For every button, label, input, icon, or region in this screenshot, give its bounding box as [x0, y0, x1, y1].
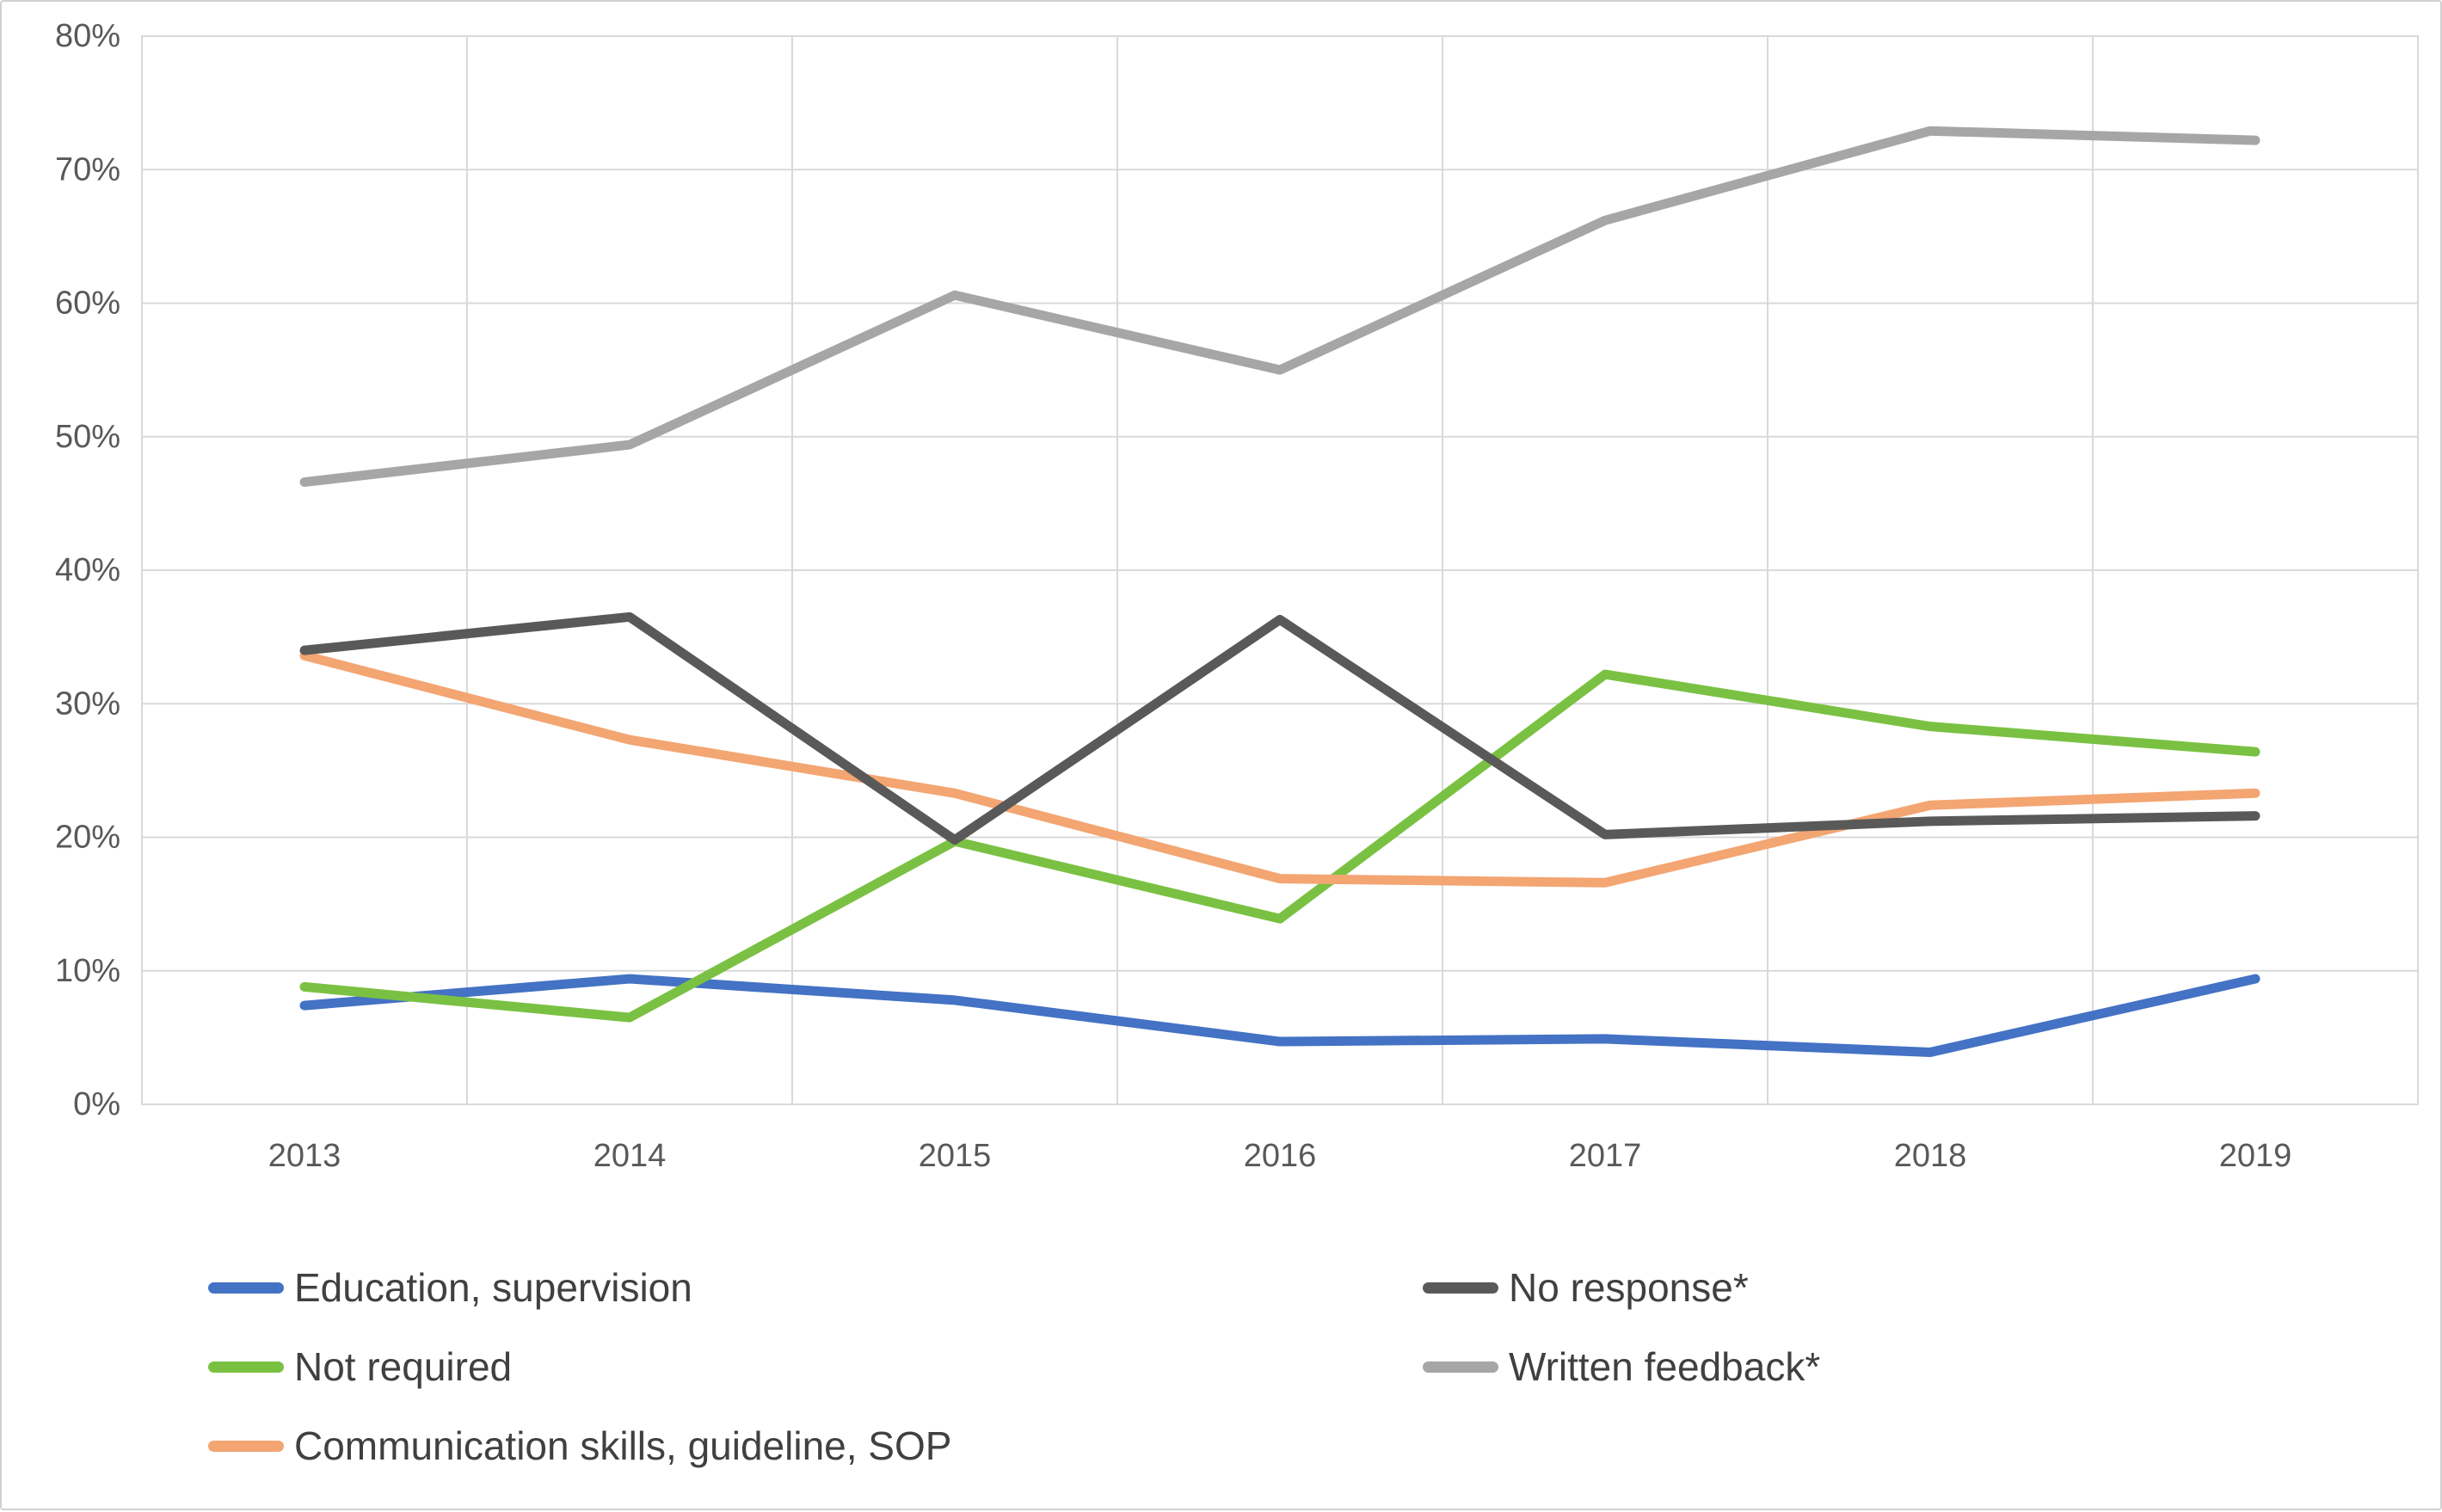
- legend-label: Not required: [294, 1344, 513, 1389]
- y-axis-tick-label: 70%: [55, 151, 120, 187]
- legend-item-communication-skills: Communication skills, guideline, SOP: [208, 1406, 951, 1485]
- y-axis-tick-label: 60%: [55, 286, 120, 322]
- legend-column-left: Education, supervision Not required Comm…: [208, 1248, 951, 1485]
- legend-item-not-required: Not required: [208, 1327, 951, 1406]
- y-axis-tick-label: 30%: [55, 685, 120, 722]
- legend-label: No response*: [1509, 1265, 1749, 1310]
- y-axis-tick-label: 10%: [55, 953, 120, 989]
- legend-label: Education, supervision: [294, 1265, 692, 1310]
- series-line-communication-skills-guideline-sop: [299, 650, 2261, 888]
- plot-border: [141, 35, 2419, 1105]
- legend-label: Written feedback*: [1509, 1344, 1821, 1389]
- series-line-education-supervision: [299, 974, 2261, 1057]
- legend-item-written-feedback: Written feedback*: [1423, 1327, 1820, 1406]
- y-axis-tick-label: 80%: [55, 18, 120, 54]
- series-line-no-response: [299, 612, 2261, 845]
- series-line-written-feedback: [299, 126, 2261, 488]
- legend-label: Communication skills, guideline, SOP: [294, 1423, 952, 1468]
- y-axis-tick-label: 0%: [73, 1086, 120, 1122]
- legend-swatch-education-supervision: [208, 1282, 284, 1294]
- series-line-not-required: [299, 669, 2261, 1023]
- x-axis-tick-label: 2017: [1569, 1138, 1642, 1174]
- y-axis-tick-label: 40%: [55, 552, 120, 588]
- legend-swatch-written-feedback: [1423, 1361, 1498, 1373]
- legend-swatch-communication-skills: [208, 1440, 284, 1452]
- x-axis-tick-label: 2014: [594, 1138, 667, 1174]
- y-axis-tick-label: 50%: [55, 419, 120, 455]
- x-axis-tick-label: 2019: [2219, 1138, 2292, 1174]
- legend-column-right: No response* Written feedback*: [1423, 1248, 1820, 1406]
- x-axis-tick-label: 2016: [1244, 1138, 1317, 1174]
- legend-swatch-no-response: [1423, 1282, 1498, 1294]
- x-axis-tick-label: 2015: [919, 1138, 992, 1174]
- legend-item-education-supervision: Education, supervision: [208, 1248, 951, 1327]
- x-axis-tick-label: 2013: [268, 1138, 341, 1174]
- legend-swatch-not-required: [208, 1361, 284, 1373]
- y-axis-tick-label: 20%: [55, 820, 120, 856]
- legend-item-no-response: No response*: [1423, 1248, 1820, 1327]
- x-axis-tick-label: 2018: [1894, 1138, 1967, 1174]
